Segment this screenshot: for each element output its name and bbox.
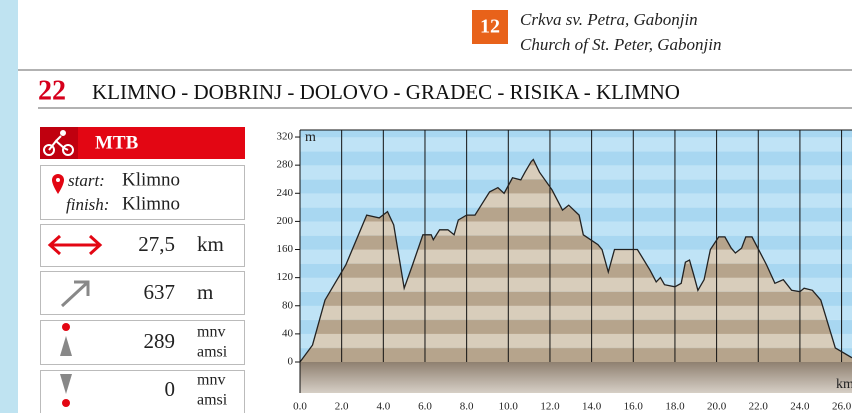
x-tick-label: 16.0 [624, 401, 644, 413]
distance-unit: km [197, 232, 224, 256]
highest-box [40, 320, 245, 365]
route-title: KLIMNO - DOBRINJ - DOLOVO - GRADEC - RIS… [92, 80, 680, 104]
bike-icon [43, 130, 74, 156]
x-tick-label: 8.0 [460, 401, 474, 413]
finish-label: finish: [66, 195, 109, 214]
poi-badge [472, 10, 508, 44]
x-tick-label: 18.0 [665, 401, 685, 413]
lowest-unit: mnv [197, 372, 225, 389]
y-tick-label: 40 [282, 327, 294, 339]
x-tick-label: 22.0 [749, 401, 769, 413]
ground-band [300, 362, 852, 393]
lowest-value: 0 [165, 377, 176, 401]
distance-value: 27,5 [138, 232, 175, 256]
x-tick-label: 2.0 [335, 401, 349, 413]
lowest-icon [60, 374, 72, 394]
y-tick-label: 280 [277, 159, 294, 171]
poi-name-hr: Crkva sv. Petra, Gabonjin [520, 10, 698, 29]
x-tick-label: 26.0 [832, 401, 852, 413]
y-axis-label: m [305, 130, 316, 145]
y-tick-label: 120 [277, 271, 294, 283]
distance-icon [47, 234, 103, 256]
poi-number: 12 [480, 16, 500, 38]
ascent-value: 637 [144, 280, 176, 304]
y-tick-label: 0 [288, 356, 294, 368]
terrain-fill [300, 159, 852, 362]
y-tick-label: 160 [277, 243, 294, 255]
highest-dot [62, 323, 70, 331]
ascent-unit: m [197, 280, 213, 304]
y-tick-label: 80 [282, 299, 294, 311]
lowest-unit: amsi [197, 392, 228, 409]
pin-icon [52, 174, 64, 194]
x-tick-label: 24.0 [790, 401, 810, 413]
x-tick-label: 0.0 [293, 401, 307, 413]
start-value: Klimno [122, 169, 180, 190]
side-strip [0, 0, 18, 413]
lowest-dot [62, 399, 70, 407]
lowest-box [40, 370, 245, 413]
route-number: 22 [38, 75, 66, 106]
y-tick-label: 200 [277, 215, 294, 227]
info-panel: MTB start: Klimno finish: Klimno 27,5 km… [40, 127, 245, 413]
start-label: start: [68, 171, 105, 190]
finish-value: Klimno [122, 193, 180, 214]
start-box [40, 165, 245, 220]
distance-box [40, 224, 245, 267]
y-tick-label: 240 [277, 187, 294, 199]
ascent-icon [60, 280, 90, 308]
elevation-line [299, 158, 852, 363]
pin-dot [56, 178, 60, 182]
ascent-box [40, 271, 245, 315]
type-label: MTB [95, 132, 139, 153]
x-tick-label: 10.0 [499, 401, 519, 413]
x-tick-label: 4.0 [376, 401, 390, 413]
x-axis-label: km [836, 377, 852, 392]
elevation-chart: 0 40 80 120 160 200 240 280 320 0.0 2.0 4.0 6.0 8.0 10… [277, 129, 852, 413]
highest-unit: amsi [197, 344, 228, 361]
y-tick-label: 320 [277, 131, 294, 143]
x-tick-label: 14.0 [582, 401, 602, 413]
x-tick-label: 6.0 [418, 401, 432, 413]
highest-value: 289 [144, 329, 176, 353]
x-tick-label: 12.0 [540, 401, 560, 413]
poi-name-en: Church of St. Peter, Gabonjin [520, 35, 721, 54]
highest-icon [60, 336, 72, 356]
x-tick-label: 20.0 [707, 401, 727, 413]
highest-unit: mnv [197, 324, 225, 341]
